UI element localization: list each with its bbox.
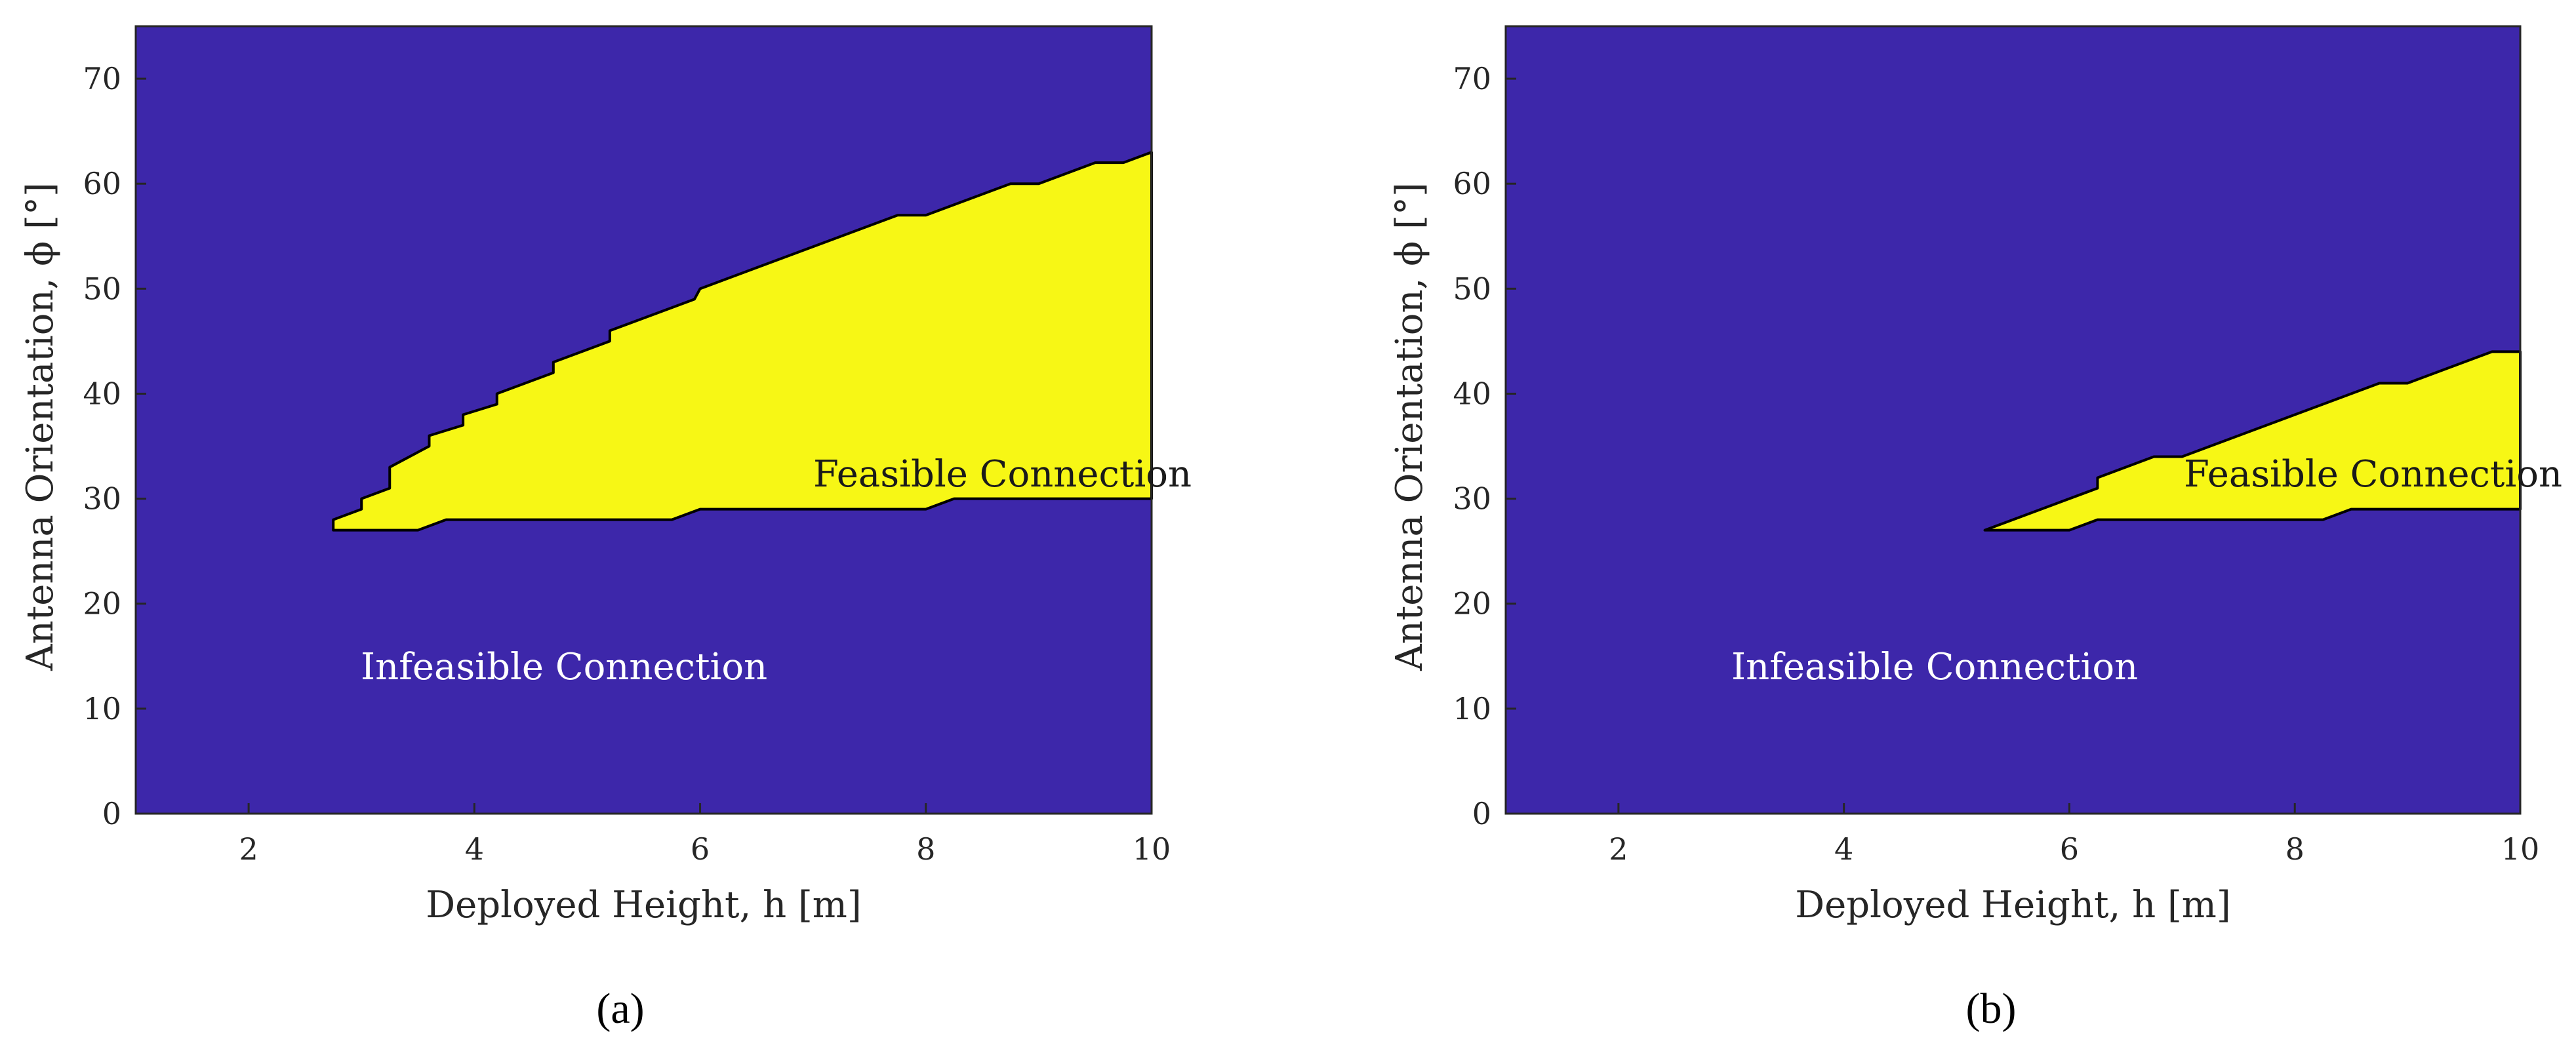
x-tick-label: 10	[1133, 831, 1171, 867]
x-tick-label: 6	[691, 831, 710, 867]
x-tick-label: 6	[2060, 831, 2079, 867]
plot-frame	[1504, 25, 2522, 815]
y-axis-label: Antenna Orientation, ϕ [°]	[1388, 182, 1431, 671]
y-tick-label: 50	[1453, 271, 1491, 306]
y-tick-label: 70	[1453, 61, 1491, 96]
x-tick-label: 4	[465, 831, 484, 867]
x-tick-label: 10	[2501, 831, 2540, 867]
y-tick-label: 50	[83, 271, 121, 306]
feasible-connection-label: Feasible Connection	[813, 453, 1192, 496]
x-tick-label: 2	[239, 831, 258, 867]
x-axis-label: Deployed Height, h [m]	[1795, 884, 2231, 926]
x-tick-label: 8	[2285, 831, 2304, 867]
y-axis-ticks: 0 10 20 30 40 50 60 70	[83, 61, 146, 831]
x-axis-label: Deployed Height, h [m]	[426, 884, 862, 926]
chart-panel-a: 2 4 6 8 10 0 10 20 30 40 50 60 70 Deployed Height, …	[19, 25, 1192, 1033]
y-tick-label: 0	[1472, 796, 1491, 831]
y-tick-label: 0	[102, 796, 121, 831]
y-tick-label: 30	[83, 481, 121, 517]
y-tick-label: 60	[83, 166, 121, 201]
x-axis-ticks: 2 4 6 8 10	[1609, 803, 2539, 867]
x-tick-label: 8	[916, 831, 935, 867]
panel-label-a: (a)	[596, 985, 644, 1033]
y-tick-label: 40	[83, 376, 121, 411]
x-tick-label: 4	[1834, 831, 1853, 867]
feasible-region	[1983, 350, 2522, 532]
y-tick-label: 30	[1453, 481, 1491, 517]
infeasible-connection-label: Infeasible Connection	[361, 646, 767, 688]
y-tick-label: 20	[83, 586, 121, 622]
x-axis-ticks: 2 4 6 8 10	[239, 803, 1171, 867]
y-tick-label: 20	[1453, 586, 1491, 622]
panel-label-b: (b)	[1966, 985, 2017, 1033]
x-tick-label: 2	[1609, 831, 1628, 867]
y-tick-label: 10	[1453, 691, 1491, 726]
y-axis-ticks: 0 10 20 30 40 50 60 70	[1453, 61, 1516, 831]
y-tick-label: 10	[83, 691, 121, 726]
chart-panel-b: 2 4 6 8 10 0 10 20 30 40 50 60 70 Deployed Height, …	[1388, 25, 2562, 1033]
feasible-connection-label: Feasible Connection	[2184, 453, 2562, 496]
plot-frame	[134, 25, 1153, 815]
feasible-region	[332, 151, 1153, 532]
y-axis-label: Antenna Orientation, ϕ [°]	[19, 182, 62, 671]
y-tick-label: 70	[83, 61, 121, 96]
y-tick-label: 60	[1453, 166, 1491, 201]
infeasible-connection-label: Infeasible Connection	[1731, 646, 2138, 688]
y-tick-label: 40	[1453, 376, 1491, 411]
